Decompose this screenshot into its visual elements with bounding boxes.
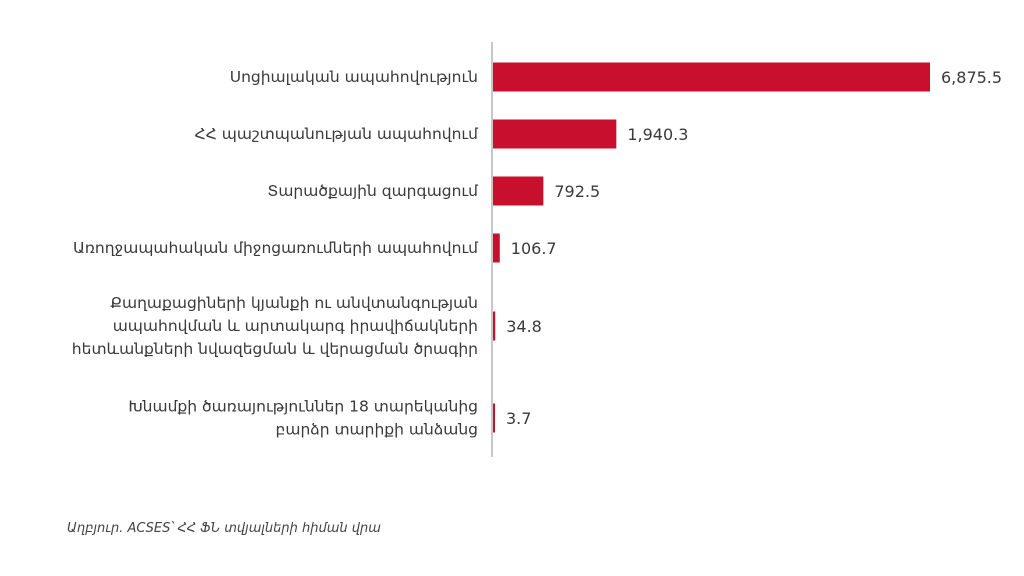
value-labels-group: 6,875.5 1,940.3 792.5 106.7 34.8 3.7: [506, 68, 1002, 428]
value-label-4: 106.7: [511, 239, 557, 258]
category-label-line: Տարածքային զարգացում: [267, 182, 479, 200]
category-label-4: Առողջապահական միջոցառումների ապահովում: [73, 239, 479, 257]
category-label-3: Տարածքային զարգացում: [267, 182, 479, 200]
bar-4: [493, 233, 500, 263]
value-label-3: 792.5: [554, 182, 600, 201]
bar-2: [493, 119, 617, 149]
category-label-line: հետևանքների նվազեցման և վերացման ծրագիր: [72, 340, 478, 358]
bar-1: [493, 62, 930, 92]
value-label-5: 34.8: [506, 317, 542, 336]
category-label-line: Խնամքի ծառայություններ 18 տարեկանից: [128, 398, 478, 416]
bar-5: [493, 311, 496, 341]
category-label-6: Խնամքի ծառայություններ 18 տարեկանից բարձր…: [128, 398, 478, 439]
value-label-6: 3.7: [506, 409, 531, 428]
category-label-line: Առողջապահական միջոցառումների ապահովում: [73, 239, 479, 257]
bars-group: [493, 62, 930, 433]
source-note: Աղբյուր. ACSES՝ ՀՀ ՖՆ տվյալների հիման վր…: [67, 521, 381, 536]
category-label-line: բարձր տարիքի անձանց: [276, 421, 478, 439]
value-label-1: 6,875.5: [941, 68, 1002, 87]
category-label-line: ապահովման և արտակարգ իրավիճակների: [113, 317, 478, 335]
category-label-line: ՀՀ պաշտպանության ապահովում: [195, 125, 480, 143]
category-label-1: Սոցիալական ապահովություն: [230, 68, 478, 86]
category-label-line: Քաղաքացիների կյանքի ու անվտանգության: [110, 294, 478, 312]
category-label-line: Սոցիալական ապահովություն: [230, 68, 478, 86]
bar-3: [493, 176, 544, 206]
value-label-2: 1,940.3: [627, 125, 688, 144]
bar-6: [493, 403, 495, 433]
category-labels-group: Սոցիալական ապահովություն ՀՀ պաշտպանության…: [72, 68, 479, 439]
category-label-2: ՀՀ պաշտպանության ապահովում: [195, 125, 480, 143]
category-label-5: Քաղաքացիների կյանքի ու անվտանգության ապահ…: [72, 294, 478, 358]
